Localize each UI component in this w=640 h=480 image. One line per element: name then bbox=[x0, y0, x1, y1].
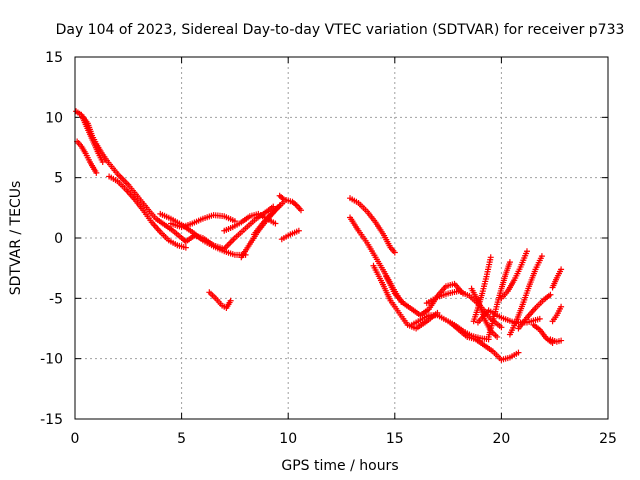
series-track-6 bbox=[167, 212, 238, 231]
series-track-4 bbox=[106, 173, 189, 251]
plot-frame bbox=[74, 56, 609, 420]
data-point bbox=[558, 266, 565, 273]
data-point bbox=[498, 324, 505, 331]
series-track-26 bbox=[474, 307, 543, 326]
y-tick-labels: 15 10 5 0 -5 -10 -15 bbox=[40, 50, 63, 428]
y-tick-label: -10 bbox=[40, 352, 63, 368]
data-point bbox=[182, 244, 189, 251]
x-tick-label: 5 bbox=[177, 431, 186, 447]
x-tick-label: 10 bbox=[279, 431, 297, 447]
series-track-25 bbox=[506, 253, 545, 338]
x-tick-labels: 0 5 10 15 20 25 bbox=[71, 431, 617, 447]
data-point bbox=[506, 259, 513, 266]
series-track-31 bbox=[547, 336, 565, 345]
y-tick-label: -5 bbox=[49, 291, 63, 307]
chart-title: Day 104 of 2023, Sidereal Day-to-day VTE… bbox=[56, 22, 625, 38]
data-point bbox=[391, 249, 398, 256]
series-track-1 bbox=[73, 108, 189, 245]
data-point bbox=[536, 315, 543, 322]
series-track-17 bbox=[383, 273, 467, 319]
x-tick-label: 0 bbox=[71, 431, 80, 447]
data-point bbox=[272, 220, 279, 227]
data-point bbox=[297, 207, 304, 214]
series-track-27 bbox=[515, 291, 554, 332]
data-point bbox=[276, 202, 283, 209]
grid-lines bbox=[75, 57, 608, 419]
series-track-11 bbox=[206, 289, 234, 311]
data-point bbox=[515, 349, 522, 356]
series-track-12 bbox=[276, 192, 304, 214]
series-track-16 bbox=[370, 262, 441, 332]
data-point bbox=[227, 297, 234, 304]
x-tick-label: 15 bbox=[386, 431, 404, 447]
data-point bbox=[99, 158, 106, 165]
y-tick-label: 5 bbox=[54, 171, 63, 187]
x-axis-label: GPS time / hours bbox=[281, 458, 398, 474]
data-point bbox=[295, 227, 302, 234]
series-track-28 bbox=[530, 321, 556, 346]
series-track-8 bbox=[221, 210, 279, 234]
series-track-2 bbox=[74, 138, 100, 176]
series-track-7 bbox=[182, 203, 277, 252]
series-track-30 bbox=[549, 303, 565, 325]
series-track-22 bbox=[470, 254, 494, 325]
y-axis-label: SDTVAR / TECUs bbox=[8, 181, 24, 296]
series-track-23 bbox=[485, 259, 513, 340]
data-point bbox=[494, 333, 501, 340]
series-track-10 bbox=[251, 202, 283, 238]
series-track-29 bbox=[549, 266, 565, 291]
y-tick-label: -15 bbox=[40, 412, 63, 428]
series-track-13 bbox=[278, 227, 302, 243]
x-tick-label: 20 bbox=[492, 431, 510, 447]
data-point bbox=[547, 291, 554, 298]
data-point bbox=[538, 253, 545, 260]
data-point bbox=[487, 254, 494, 261]
series-track-14 bbox=[347, 195, 398, 256]
y-tick-label: 10 bbox=[45, 110, 63, 126]
y-tick-label: 0 bbox=[54, 231, 63, 247]
data-point bbox=[93, 169, 100, 176]
data-point bbox=[523, 248, 530, 255]
x-tick-label: 25 bbox=[599, 431, 617, 447]
series-track-19 bbox=[447, 319, 522, 363]
y-tick-label: 15 bbox=[45, 50, 63, 66]
data-points bbox=[73, 108, 565, 363]
series-track-3 bbox=[78, 111, 106, 165]
series-track-24 bbox=[498, 248, 530, 302]
data-point bbox=[558, 303, 565, 310]
data-point bbox=[558, 337, 565, 344]
